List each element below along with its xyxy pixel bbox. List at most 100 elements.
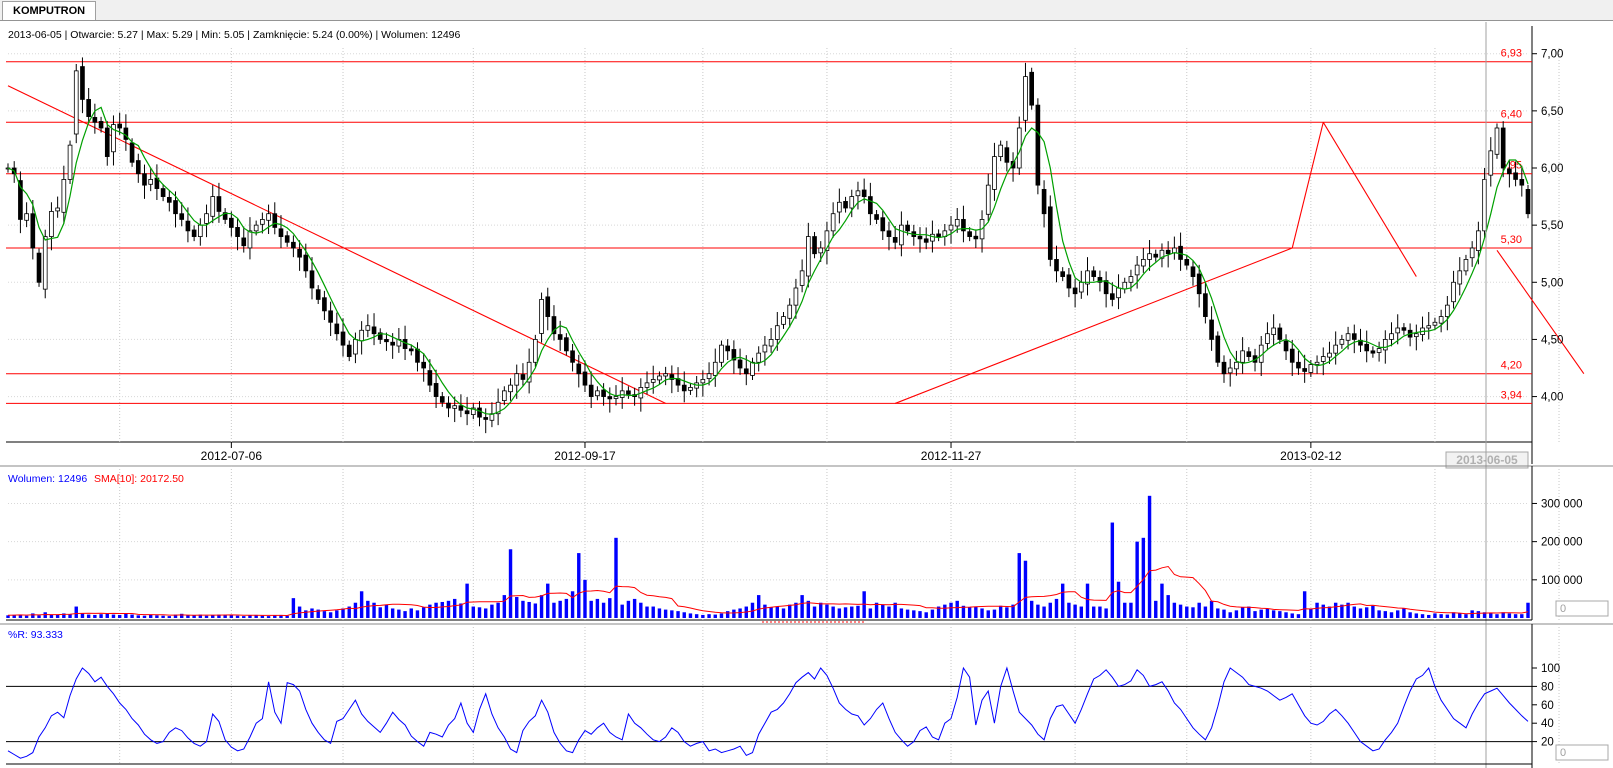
candle-body: [1401, 327, 1407, 331]
volume-bar: [204, 615, 209, 618]
chart-area[interactable]: 6,93 6,40 5,95 5,30 4,20 3,94 4,00 4,50 5,00 5,5…: [0, 20, 1613, 768]
volume-bar: [831, 606, 835, 618]
volume-bar: [6, 615, 10, 618]
volume-bar: [918, 611, 922, 618]
volume-bar: [651, 606, 655, 618]
volume-bar: [881, 604, 885, 618]
candle-body: [166, 197, 172, 203]
volume-bar: [372, 602, 376, 618]
candle-body: [328, 310, 333, 323]
candle-body: [557, 334, 563, 340]
volume-bar: [502, 595, 507, 618]
volume-bar: [1377, 610, 1381, 618]
volume-bar: [223, 614, 227, 618]
volume-bar: [316, 609, 320, 618]
candle-body: [1091, 270, 1097, 277]
candle-body: [477, 407, 482, 418]
volume-bar: [105, 613, 109, 618]
volume-bar: [452, 598, 457, 618]
cursor-date-box[interactable]: 2013-06-05: [1445, 451, 1529, 469]
volume-bar: [1191, 607, 1195, 618]
volume-bar: [335, 610, 339, 618]
volume-bar: [719, 613, 724, 618]
candle-body: [520, 374, 526, 380]
volume-bar: [1029, 600, 1034, 618]
candle-body: [576, 363, 582, 375]
level-label: 3,94: [1501, 389, 1522, 401]
volume-bar: [217, 614, 221, 618]
volume-bar: [37, 615, 41, 618]
volume-bar: [949, 602, 953, 618]
volume-bar: [558, 600, 562, 618]
candle-body: [1500, 127, 1506, 169]
candle-body: [446, 402, 451, 409]
volume-bar: [390, 608, 395, 618]
volume-grid: [8, 466, 1560, 620]
candle-body: [433, 383, 439, 397]
volume-bar: [359, 591, 364, 618]
volume-bar: [608, 598, 612, 618]
candles: [5, 57, 1531, 434]
wr-line: [7, 666, 1529, 759]
volume-panel: 100 000 200 000 300 000 Wolumen: 12496 SMA…: [0, 465, 1613, 621]
candle-body: [1203, 293, 1208, 317]
volume-bar: [713, 614, 717, 618]
candle-body: [886, 230, 892, 237]
candle-body: [669, 374, 675, 380]
volume-bar: [291, 598, 296, 618]
candle-body: [322, 297, 327, 312]
candle-body: [514, 373, 520, 386]
candle-body: [1296, 361, 1301, 369]
volume-bar: [1104, 608, 1108, 618]
candle-body: [1190, 266, 1196, 277]
volume-bar: [676, 611, 680, 618]
price-tick-label: 5,50: [1541, 220, 1563, 232]
volume-bar: [1042, 606, 1046, 618]
volume-bar: [775, 606, 780, 618]
volume-bar: [936, 606, 941, 618]
candle-body: [855, 190, 861, 197]
volume-tick-label: 100 000: [1541, 575, 1583, 587]
candle-body: [874, 214, 879, 220]
candle-body: [743, 368, 749, 375]
volume-bar: [1228, 612, 1232, 618]
candle-body: [706, 373, 712, 379]
candle-body: [427, 370, 433, 386]
volume-bar: [1489, 613, 1493, 618]
volume-bar: [546, 583, 550, 618]
candle-body: [73, 70, 79, 135]
volume-bar: [1185, 606, 1189, 618]
volume-bar: [1222, 609, 1226, 618]
volume-bar: [1333, 602, 1338, 618]
candle-body: [1519, 179, 1525, 186]
candle-body: [570, 350, 575, 363]
cursor-date-label: 2013-06-05: [1456, 453, 1518, 467]
volume-bar: [862, 591, 866, 618]
volume-bar: [707, 614, 711, 618]
volume-bar: [1284, 612, 1288, 618]
volume-bar: [471, 606, 476, 618]
candle-body: [1445, 304, 1450, 317]
volume-bar: [800, 595, 804, 618]
tab-komputron[interactable]: KOMPUTRON: [2, 1, 97, 20]
candle-body: [1041, 189, 1047, 215]
volume-bar: [930, 609, 935, 618]
volume-bar: [1302, 591, 1307, 618]
candle-body: [297, 248, 302, 258]
candle-body: [1221, 361, 1227, 375]
volume-bar: [192, 615, 196, 618]
volume-bar: [967, 607, 972, 618]
volume-bar: [1036, 604, 1040, 618]
candle-body: [762, 344, 768, 353]
candle-body: [774, 325, 780, 340]
candle-body: [1085, 270, 1090, 285]
volume-bar: [1123, 602, 1127, 618]
volume-bar: [980, 608, 984, 618]
candle-body: [1165, 249, 1171, 255]
volume-bar: [670, 610, 674, 618]
candle-body: [191, 229, 197, 237]
candle-body: [1147, 253, 1152, 260]
volume-sma-label: SMA[10]: 20172.50: [94, 473, 184, 485]
candle-body: [1457, 270, 1463, 285]
volume-bar: [794, 602, 798, 618]
